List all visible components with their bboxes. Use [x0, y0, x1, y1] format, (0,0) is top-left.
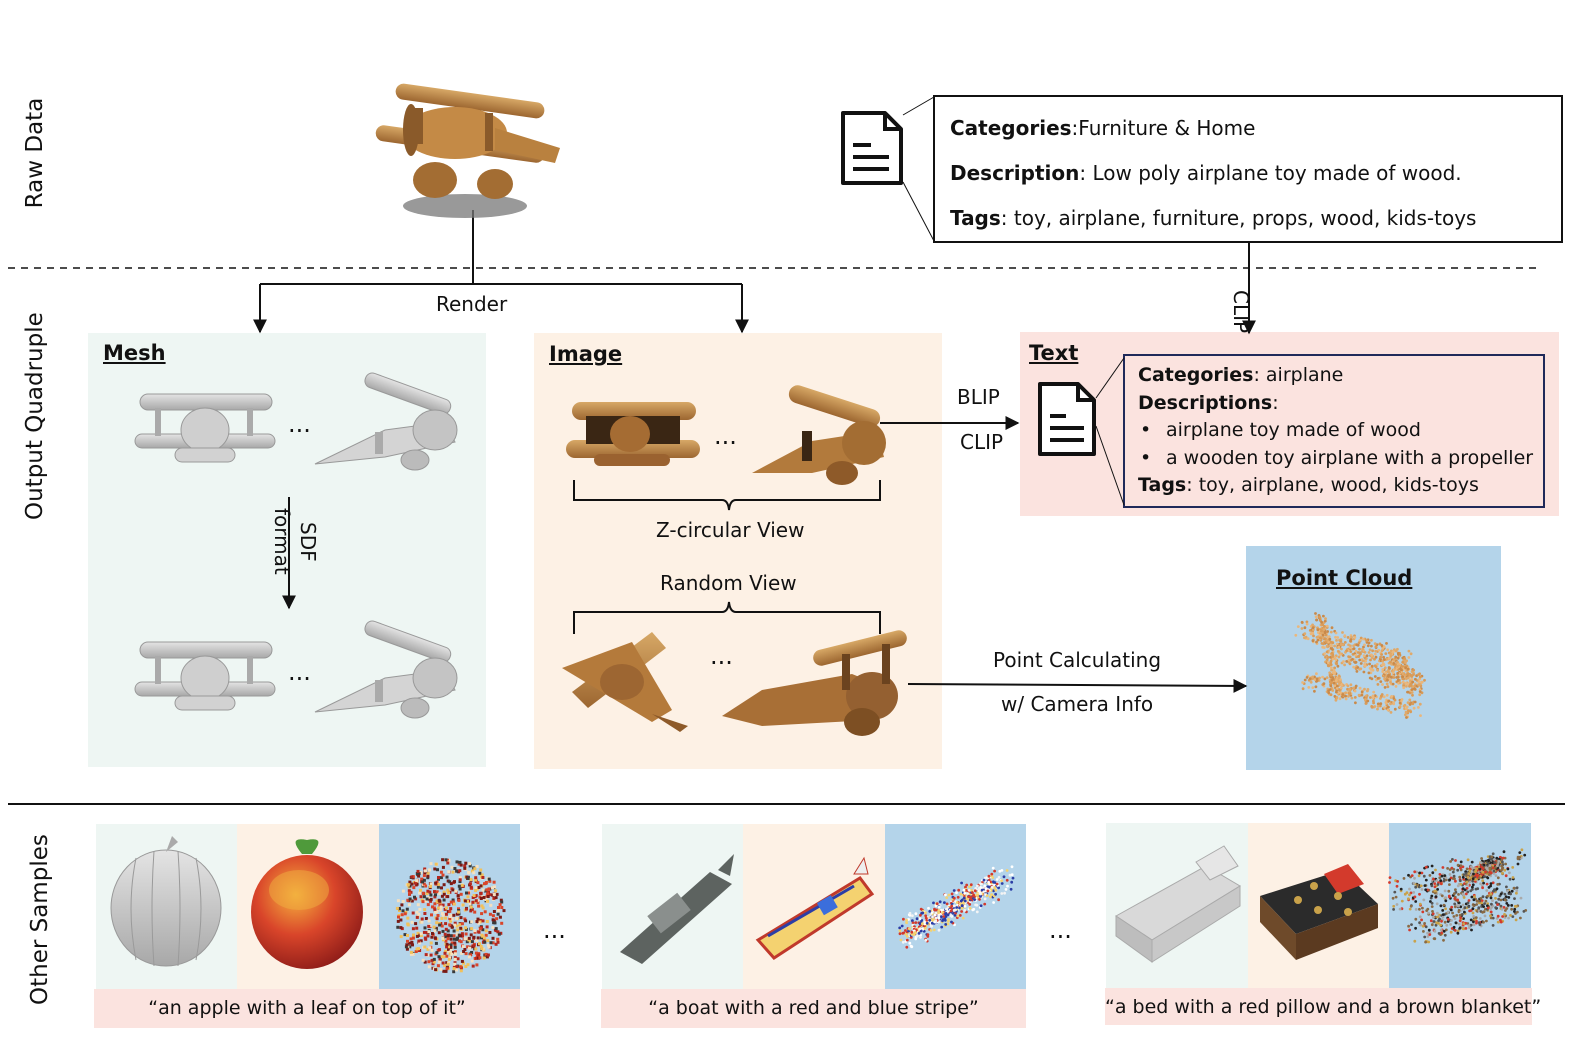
bed-point-cloud: [1388, 848, 1528, 944]
point-calc-arrow: [907, 678, 1248, 693]
mesh-airplane-front-1: [134, 393, 276, 463]
bullet-1: •: [1140, 419, 1152, 441]
clip-vertical-label: CLIP: [1229, 290, 1253, 334]
image-title: Image: [549, 342, 623, 366]
text-description-2: a wooden toy airplane with a propeller: [1166, 447, 1534, 469]
raw-airplane-model: [375, 83, 560, 218]
mesh-ellipsis-2: ...: [288, 658, 311, 686]
caption-apple: “an apple with a leaf on top of it”: [94, 989, 520, 1028]
text-tags-value: : toy, airplane, wood, kids-toys: [1186, 474, 1479, 496]
point-cloud-airplane: [1294, 612, 1426, 719]
meta-categories-value: :Furniture & Home: [1071, 116, 1256, 140]
metadata-box-text: Categories:Furniture & Home Description:…: [934, 96, 1562, 242]
image-airplane-random-1: [562, 632, 688, 732]
format-label: format: [270, 508, 294, 575]
meta-description: Description: Low poly airplane toy made …: [950, 161, 1462, 185]
metadata-box: [933, 95, 1563, 243]
meta-description-value: : Low poly airplane toy made of wood.: [1079, 161, 1462, 185]
mesh-ellipsis-1: ...: [288, 410, 311, 438]
image-ellipsis-2: ...: [710, 642, 733, 670]
text-categories-key: Categories: [1138, 364, 1254, 386]
meta-tags: Tags: toy, airplane, furniture, props, w…: [950, 206, 1476, 230]
text-title: Text: [1029, 341, 1079, 365]
text-panel: [1020, 332, 1559, 516]
boat-image: [755, 856, 875, 960]
text-categories-value: : airplane: [1253, 364, 1344, 386]
meta-categories: Categories:Furniture & Home: [950, 116, 1255, 140]
text-descriptions-key: Descriptions: [1138, 392, 1273, 414]
mesh-airplane-side-2: [314, 620, 458, 719]
samples-ellipsis-2: ...: [1049, 916, 1072, 944]
samples-ellipsis-1: ...: [543, 916, 566, 944]
point-calc-label: Point Calculating: [993, 648, 1162, 672]
clip-label: CLIP: [960, 430, 1004, 454]
bullet-2: •: [1140, 447, 1152, 469]
meta-tags-key: Tags: [950, 206, 1001, 230]
zcircular-brace: [573, 480, 881, 511]
render-label: Render: [436, 292, 508, 316]
point-cloud-title: Point Cloud: [1276, 566, 1413, 590]
boat-point-cloud: [898, 865, 1015, 949]
apple-image: [251, 839, 363, 969]
text-tags-key: Tags: [1138, 474, 1187, 496]
text-document-icon: [1038, 382, 1096, 456]
meta-categories-key: Categories: [950, 116, 1072, 140]
text-panel-content: Categories: airplane Descriptions: • air…: [1124, 355, 1544, 507]
text-categories: Categories: airplane: [1138, 364, 1343, 386]
bed-image: [1260, 864, 1378, 960]
blip-label: BLIP: [957, 385, 1000, 409]
mesh-title: Mesh: [103, 341, 166, 365]
meta-tags-value: : toy, airplane, furniture, props, wood,…: [1000, 206, 1477, 230]
zcircular-view-label: Z-circular View: [656, 518, 805, 542]
apple-point-cloud: [395, 858, 506, 974]
bed-mesh: [1115, 845, 1241, 963]
mesh-airplane-side-1: [314, 372, 458, 471]
text-tags: Tags: toy, airplane, wood, kids-toys: [1138, 474, 1479, 496]
text-description-1: airplane toy made of wood: [1166, 419, 1421, 441]
text-descriptions-value: :: [1272, 392, 1279, 414]
text-description-box: [1123, 354, 1545, 508]
image-airplane-side: [752, 385, 886, 485]
random-view-brace: [573, 601, 881, 634]
image-airplane-random-2: [722, 630, 907, 736]
sdf-label: SDF: [296, 522, 320, 562]
image-ellipsis-1: ...: [714, 422, 737, 450]
mesh-airplane-front-2: [134, 641, 276, 711]
document-icon: [841, 111, 903, 185]
caption-bed: “a bed with a red pillow and a brown bla…: [1105, 988, 1541, 1025]
image-airplane-front: [566, 402, 700, 466]
caption-boat: “a boat with a red and blue stripe”: [601, 989, 1026, 1028]
apple-mesh: [110, 836, 222, 967]
meta-description-key: Description: [950, 161, 1080, 185]
boat-mesh: [620, 854, 734, 964]
random-view-label: Random View: [660, 571, 797, 595]
text-descriptions: Descriptions:: [1138, 392, 1279, 414]
camera-info-label: w/ Camera Info: [1001, 692, 1154, 716]
